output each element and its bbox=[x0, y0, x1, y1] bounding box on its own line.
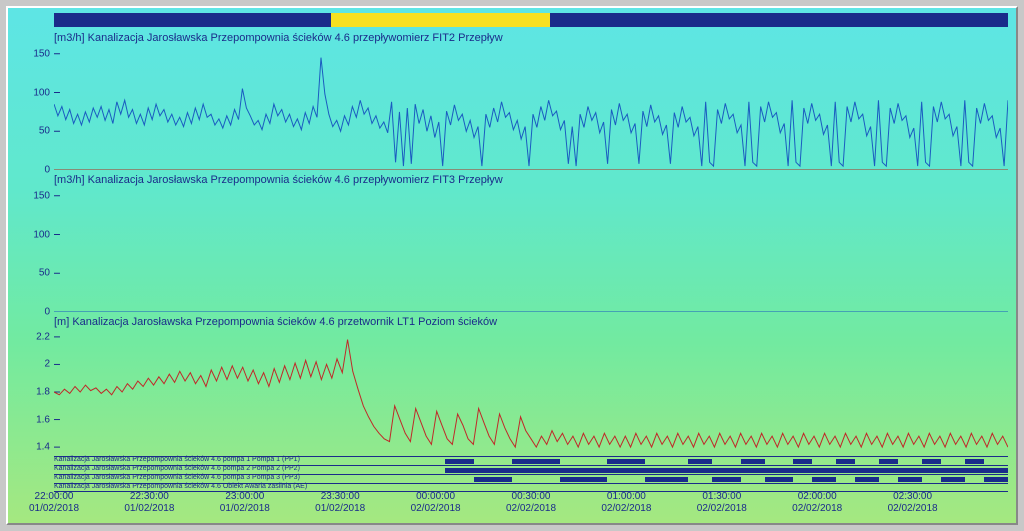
y-tick-label: 2.2 bbox=[36, 331, 50, 342]
signal-segment bbox=[793, 459, 812, 464]
signal-segment bbox=[922, 459, 941, 464]
signal-segment bbox=[445, 459, 474, 464]
y-axis-labels: 050100150 bbox=[16, 188, 50, 312]
chart-title: [m] Kanalizacja Jarosławska Przepompowni… bbox=[54, 316, 497, 328]
chart2: [m3/h] Kanalizacja Jarosławska Przepompo… bbox=[16, 174, 1008, 312]
signal-segment bbox=[879, 459, 898, 464]
x-tick-time: 22:30:00 bbox=[124, 491, 174, 503]
x-tick-time: 23:30:00 bbox=[315, 491, 365, 503]
y-tick-label: 50 bbox=[39, 268, 50, 279]
y-tick-label: 1.6 bbox=[36, 414, 50, 425]
signal-segment bbox=[712, 477, 741, 482]
y-tick-label: 150 bbox=[33, 48, 50, 59]
x-tick: 22:00:0001/02/2018 bbox=[29, 491, 79, 515]
x-tick-time: 01:00:00 bbox=[601, 491, 651, 503]
y-tick-label: 50 bbox=[39, 126, 50, 137]
y-tick-label: 100 bbox=[33, 229, 50, 240]
x-tick: 00:30:0002/02/2018 bbox=[506, 491, 556, 515]
time-range-bar bbox=[54, 13, 1008, 27]
x-tick-time: 02:00:00 bbox=[792, 491, 842, 503]
x-tick-date: 01/02/2018 bbox=[315, 503, 365, 515]
signal-label: Kanalizacja Jarosławska Przepompownia śc… bbox=[54, 483, 307, 490]
signal-row: Kanalizacja Jarosławska Przepompownia śc… bbox=[54, 465, 1008, 474]
signal-row: Kanalizacja Jarosławska Przepompownia śc… bbox=[54, 474, 1008, 483]
digital-signal-legend: Kanalizacja Jarosławska Przepompownia śc… bbox=[54, 456, 1008, 492]
x-tick: 22:30:0001/02/2018 bbox=[124, 491, 174, 515]
plot-area bbox=[54, 188, 1008, 312]
x-tick: 00:00:0002/02/2018 bbox=[411, 491, 461, 515]
y-tick-label: 100 bbox=[33, 87, 50, 98]
chart-frame: [m3/h] Kanalizacja Jarosławska Przepompo… bbox=[6, 6, 1018, 525]
signal-segment bbox=[836, 459, 855, 464]
y-axis-labels: 1.4 1.6 1.8 2 2.2 bbox=[16, 330, 50, 454]
chart1: [m3/h] Kanalizacja Jarosławska Przepompo… bbox=[16, 32, 1008, 170]
data-line bbox=[54, 58, 1008, 167]
chart-title: [m3/h] Kanalizacja Jarosławska Przepompo… bbox=[54, 174, 503, 186]
chart3: [m] Kanalizacja Jarosławska Przepompowni… bbox=[16, 316, 1008, 454]
x-tick-date: 02/02/2018 bbox=[888, 503, 938, 515]
x-tick-time: 02:30:00 bbox=[888, 491, 938, 503]
y-tick-label: 1.4 bbox=[36, 442, 50, 453]
signal-segment bbox=[474, 477, 512, 482]
signal-label: Kanalizacja Jarosławska Przepompownia śc… bbox=[54, 474, 300, 481]
signal-segment bbox=[607, 459, 645, 464]
signal-label: Kanalizacja Jarosławska Przepompownia śc… bbox=[54, 456, 300, 463]
x-tick: 01:30:0002/02/2018 bbox=[697, 491, 747, 515]
signal-row: Kanalizacja Jarosławska Przepompownia śc… bbox=[54, 456, 1008, 465]
x-tick-date: 01/02/2018 bbox=[29, 503, 79, 515]
y-tick-label: 150 bbox=[33, 190, 50, 201]
signal-segment bbox=[645, 477, 688, 482]
time-range-highlight bbox=[331, 13, 550, 27]
x-tick-date: 02/02/2018 bbox=[506, 503, 556, 515]
signal-segment bbox=[941, 477, 965, 482]
signal-segment bbox=[898, 477, 922, 482]
x-tick: 02:30:0002/02/2018 bbox=[888, 491, 938, 515]
signal-segment bbox=[855, 477, 879, 482]
data-line bbox=[54, 340, 1008, 448]
x-tick-date: 02/02/2018 bbox=[697, 503, 747, 515]
y-axis-labels: 050100150 bbox=[16, 46, 50, 170]
signal-segment bbox=[512, 459, 560, 464]
x-axis: 22:00:0001/02/201822:30:0001/02/201823:0… bbox=[54, 491, 1008, 521]
x-tick-time: 00:30:00 bbox=[506, 491, 556, 503]
chart-title: [m3/h] Kanalizacja Jarosławska Przepompo… bbox=[54, 32, 503, 44]
signal-segment bbox=[812, 477, 836, 482]
signal-segment bbox=[965, 459, 984, 464]
x-tick-time: 00:00:00 bbox=[411, 491, 461, 503]
signal-segment bbox=[741, 459, 765, 464]
x-tick-time: 22:00:00 bbox=[29, 491, 79, 503]
x-tick: 01:00:0002/02/2018 bbox=[601, 491, 651, 515]
signal-segment bbox=[560, 477, 608, 482]
x-tick-date: 02/02/2018 bbox=[792, 503, 842, 515]
x-tick: 02:00:0002/02/2018 bbox=[792, 491, 842, 515]
plot-area bbox=[54, 330, 1008, 454]
x-tick-time: 23:00:00 bbox=[220, 491, 270, 503]
x-tick-date: 01/02/2018 bbox=[124, 503, 174, 515]
signal-segment bbox=[765, 477, 794, 482]
signal-segment bbox=[688, 459, 712, 464]
signal-segment bbox=[445, 468, 1008, 473]
signal-label: Kanalizacja Jarosławska Przepompownia śc… bbox=[54, 465, 300, 472]
signal-segment bbox=[984, 477, 1008, 482]
x-tick: 23:00:0001/02/2018 bbox=[220, 491, 270, 515]
x-tick-date: 01/02/2018 bbox=[220, 503, 270, 515]
y-tick-label: 2 bbox=[44, 359, 50, 370]
x-tick: 23:30:0001/02/2018 bbox=[315, 491, 365, 515]
x-tick-date: 02/02/2018 bbox=[411, 503, 461, 515]
y-tick-label: 1.8 bbox=[36, 387, 50, 398]
plot-area bbox=[54, 46, 1008, 170]
x-tick-date: 02/02/2018 bbox=[601, 503, 651, 515]
x-tick-time: 01:30:00 bbox=[697, 491, 747, 503]
